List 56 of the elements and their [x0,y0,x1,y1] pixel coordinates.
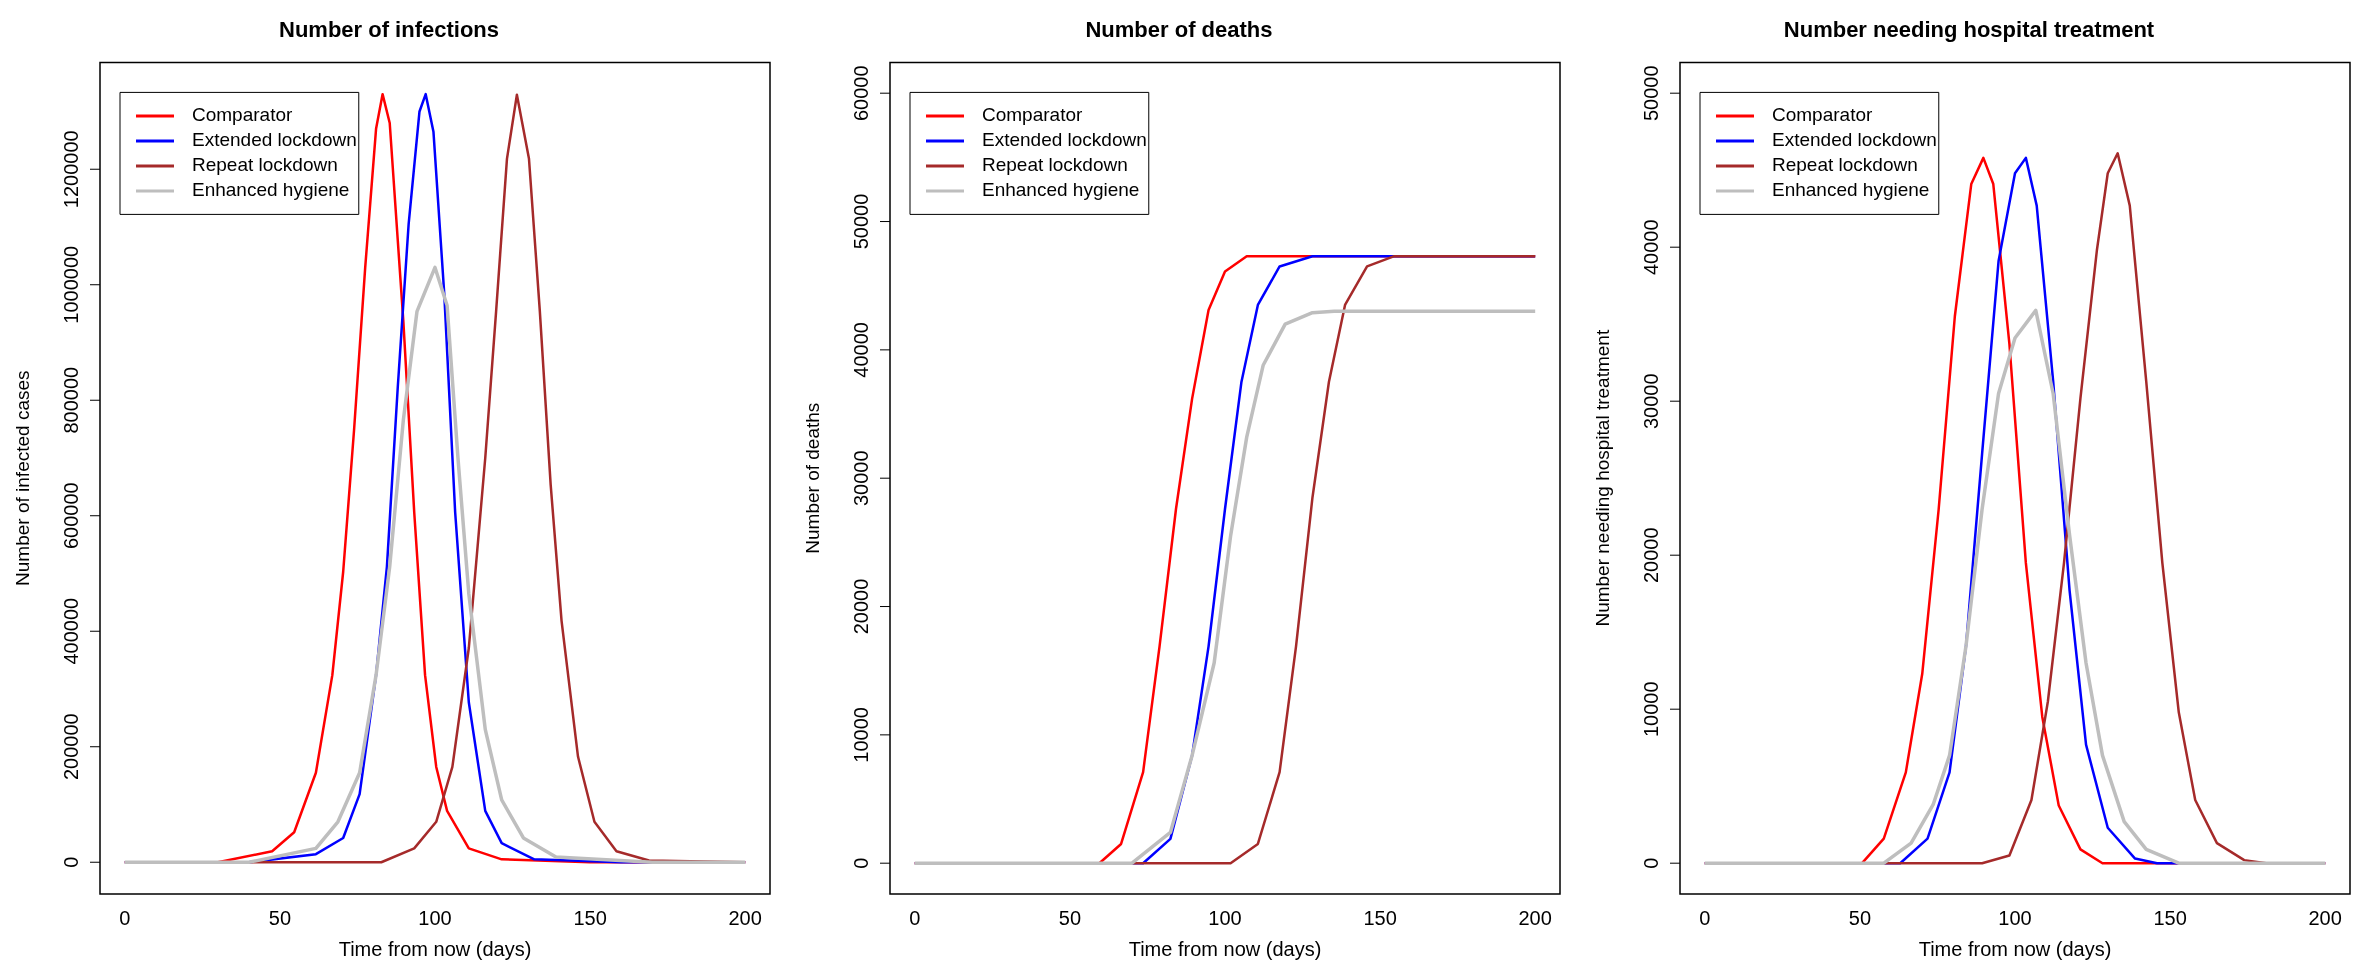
legend-label: Repeat lockdown [982,154,1128,176]
chart-title: Number of infections [278,17,500,43]
y-tick-label: 10000 [849,707,872,763]
y-tick-label: 30000 [1639,373,1662,430]
y-tick-label: 30000 [849,450,872,507]
legend-label: Extended lockdown [192,129,357,151]
y-tick-label: 400000 [59,597,82,665]
legend-label: Enhanced hygiene [982,179,1140,201]
x-tick-label: 50 [1058,906,1082,929]
y-axis-title: Number needing hospital treatment [1591,329,1613,627]
x-tick-label: 0 [1699,906,1711,929]
x-tick-label: 150 [573,906,607,929]
y-axis-title: Number of infected cases [11,370,33,586]
y-tick-label: 0 [1639,857,1662,869]
x-tick-label: 100 [418,906,452,929]
y-tick-label: 50000 [1639,65,1662,122]
y-tick-label: 40000 [1639,219,1662,276]
y-tick-label: 40000 [849,322,872,378]
chart-title: Number needing hospital treatment [1783,17,2155,43]
y-tick-label: 600000 [59,482,82,550]
legend-label: Extended lockdown [1772,129,1937,151]
x-tick-label: 200 [1518,906,1552,929]
x-tick-label: 50 [1848,906,1872,929]
x-tick-label: 100 [1998,906,2032,929]
legend-label: Enhanced hygiene [192,179,350,201]
legend-label: Extended lockdown [982,129,1147,151]
y-tick-label: 20000 [849,578,872,635]
y-tick-label: 0 [849,857,872,869]
legend-label: Comparator [192,104,293,126]
legend-label: Comparator [982,104,1083,126]
legend-label: Enhanced hygiene [1772,179,1930,201]
y-tick-label: 50000 [849,193,872,250]
y-axis-title: Number of deaths [801,402,823,554]
x-tick-label: 150 [2153,906,2187,929]
x-tick-label: 50 [268,906,292,929]
x-axis-title: Time from now (days) [338,937,532,960]
y-tick-label: 0 [59,856,82,868]
legend-label: Comparator [1772,104,1873,126]
y-tick-label: 20000 [1639,527,1662,584]
x-axis-title: Time from now (days) [1918,937,2112,960]
chart-title: Number of deaths [1085,17,1273,43]
y-tick-label: 1000000 [59,245,82,324]
y-tick-label: 60000 [849,65,872,122]
x-tick-label: 150 [1363,906,1397,929]
y-tick-label: 800000 [59,366,82,434]
x-tick-label: 200 [728,906,762,929]
legend-label: Repeat lockdown [192,154,338,176]
y-tick-label: 10000 [1639,681,1662,738]
x-axis-title: Time from now (days) [1128,937,1322,960]
x-tick-label: 100 [1208,906,1242,929]
y-tick-label: 200000 [59,713,82,781]
x-tick-label: 200 [2308,906,2342,929]
y-tick-label: 1200000 [59,130,82,209]
legend-label: Repeat lockdown [1772,154,1918,176]
x-tick-label: 0 [119,906,131,929]
x-tick-label: 0 [909,906,921,929]
